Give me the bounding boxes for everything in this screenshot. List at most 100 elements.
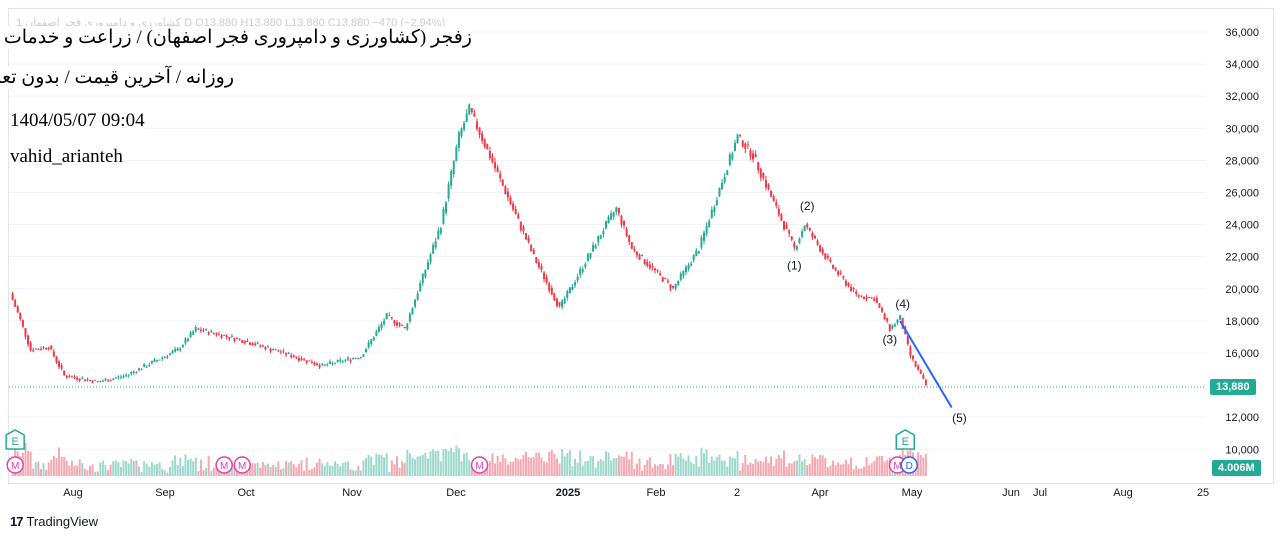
- candle-body: [419, 283, 422, 292]
- volume-bar: [189, 458, 192, 476]
- candle-body: [919, 370, 922, 374]
- volume-bar: [746, 464, 749, 476]
- volume-bar: [104, 465, 107, 476]
- candle-body: [592, 244, 595, 252]
- candle-body: [207, 332, 210, 335]
- candle-body: [813, 235, 816, 239]
- candle-body: [316, 363, 319, 366]
- candle-body: [96, 381, 99, 383]
- volume-bar: [628, 459, 631, 476]
- volume-bar: [772, 465, 775, 476]
- candle-body: [690, 263, 693, 266]
- volume-bar: [445, 449, 448, 476]
- volume-bar: [24, 442, 27, 476]
- candle-body: [326, 364, 329, 366]
- volume-bar: [638, 458, 641, 476]
- candle-body: [370, 339, 373, 344]
- candle-body: [496, 167, 499, 173]
- candle-body: [862, 296, 865, 299]
- volume-bar: [599, 459, 602, 476]
- candle-body: [525, 233, 527, 240]
- candle-body: [117, 376, 120, 378]
- candle-body: [148, 364, 151, 366]
- candle-body: [60, 365, 63, 369]
- candle-body: [612, 212, 615, 217]
- y-tick-label: 36,000: [1225, 27, 1259, 39]
- candle-body: [682, 270, 685, 277]
- candle-body: [883, 313, 886, 320]
- candle-body: [641, 255, 644, 257]
- volume-bar: [383, 457, 386, 476]
- candle-body: [697, 251, 700, 254]
- candle-body: [27, 335, 30, 345]
- candle-body: [522, 226, 525, 232]
- candle-body: [465, 113, 468, 122]
- volume-bar: [494, 463, 497, 476]
- volume-bar: [654, 464, 656, 476]
- chart-title: زفجر (کشاورزی و دامپروری فجر اصفهان) / ز…: [0, 26, 472, 49]
- volume-bar: [886, 460, 889, 476]
- candle-body: [411, 307, 414, 315]
- volume-bar: [261, 461, 264, 476]
- candle-body: [788, 230, 791, 234]
- volume-bar: [878, 455, 881, 476]
- candle-body: [579, 268, 582, 275]
- candle-body: [527, 238, 530, 243]
- x-tick-label: 25: [1197, 487, 1209, 499]
- candle-body: [865, 297, 868, 300]
- volume-bar: [50, 459, 53, 476]
- candle-body: [233, 338, 236, 341]
- candle-body: [248, 342, 251, 345]
- candle-body: [826, 255, 829, 258]
- candle-body: [703, 232, 706, 241]
- candle-body: [390, 317, 393, 319]
- volume-bar: [122, 460, 125, 476]
- volume-bar: [254, 463, 257, 476]
- candle-body: [176, 348, 179, 351]
- volume-bar: [114, 460, 117, 476]
- candle-body: [55, 356, 58, 363]
- candle-body: [509, 197, 512, 205]
- volume-bar: [852, 469, 855, 476]
- candle-body: [308, 360, 311, 362]
- candle-body: [184, 338, 187, 344]
- volume-bar: [749, 462, 752, 476]
- candle-body: [259, 345, 262, 347]
- candle-body: [783, 221, 785, 230]
- candle-body: [896, 319, 899, 324]
- volume-bar: [798, 454, 801, 476]
- candle-body: [223, 334, 226, 336]
- candle-body: [868, 296, 871, 298]
- candle-body: [305, 360, 308, 363]
- candle-body: [535, 256, 538, 263]
- y-tick-label: 10,000: [1225, 444, 1259, 456]
- volume-bar: [359, 470, 362, 476]
- candle-body: [34, 348, 37, 350]
- volume-bar: [555, 458, 558, 476]
- candle-body: [88, 379, 91, 381]
- candle-body: [290, 355, 293, 358]
- candle-body: [161, 357, 164, 359]
- candle-body: [695, 250, 698, 257]
- candle-body: [70, 376, 73, 378]
- volume-bar: [850, 457, 853, 476]
- candle-body: [58, 361, 61, 367]
- volume-bar: [248, 463, 251, 476]
- volume-bar: [127, 463, 130, 476]
- volume-bar: [839, 464, 842, 476]
- volume-bar: [754, 459, 757, 476]
- candle-body: [230, 335, 233, 337]
- volume-bar: [375, 453, 378, 476]
- candle-body: [153, 359, 156, 363]
- volume-bar: [785, 466, 788, 476]
- candle-body: [770, 190, 773, 197]
- candle-body: [68, 376, 71, 378]
- brand-footer[interactable]: 17 TradingView: [10, 514, 98, 529]
- volume-bar: [331, 465, 334, 476]
- candle-body: [478, 127, 481, 135]
- volume-bar: [96, 471, 99, 476]
- candle-body: [187, 339, 190, 342]
- candle-body: [406, 323, 409, 330]
- wave-label: (1): [787, 259, 802, 273]
